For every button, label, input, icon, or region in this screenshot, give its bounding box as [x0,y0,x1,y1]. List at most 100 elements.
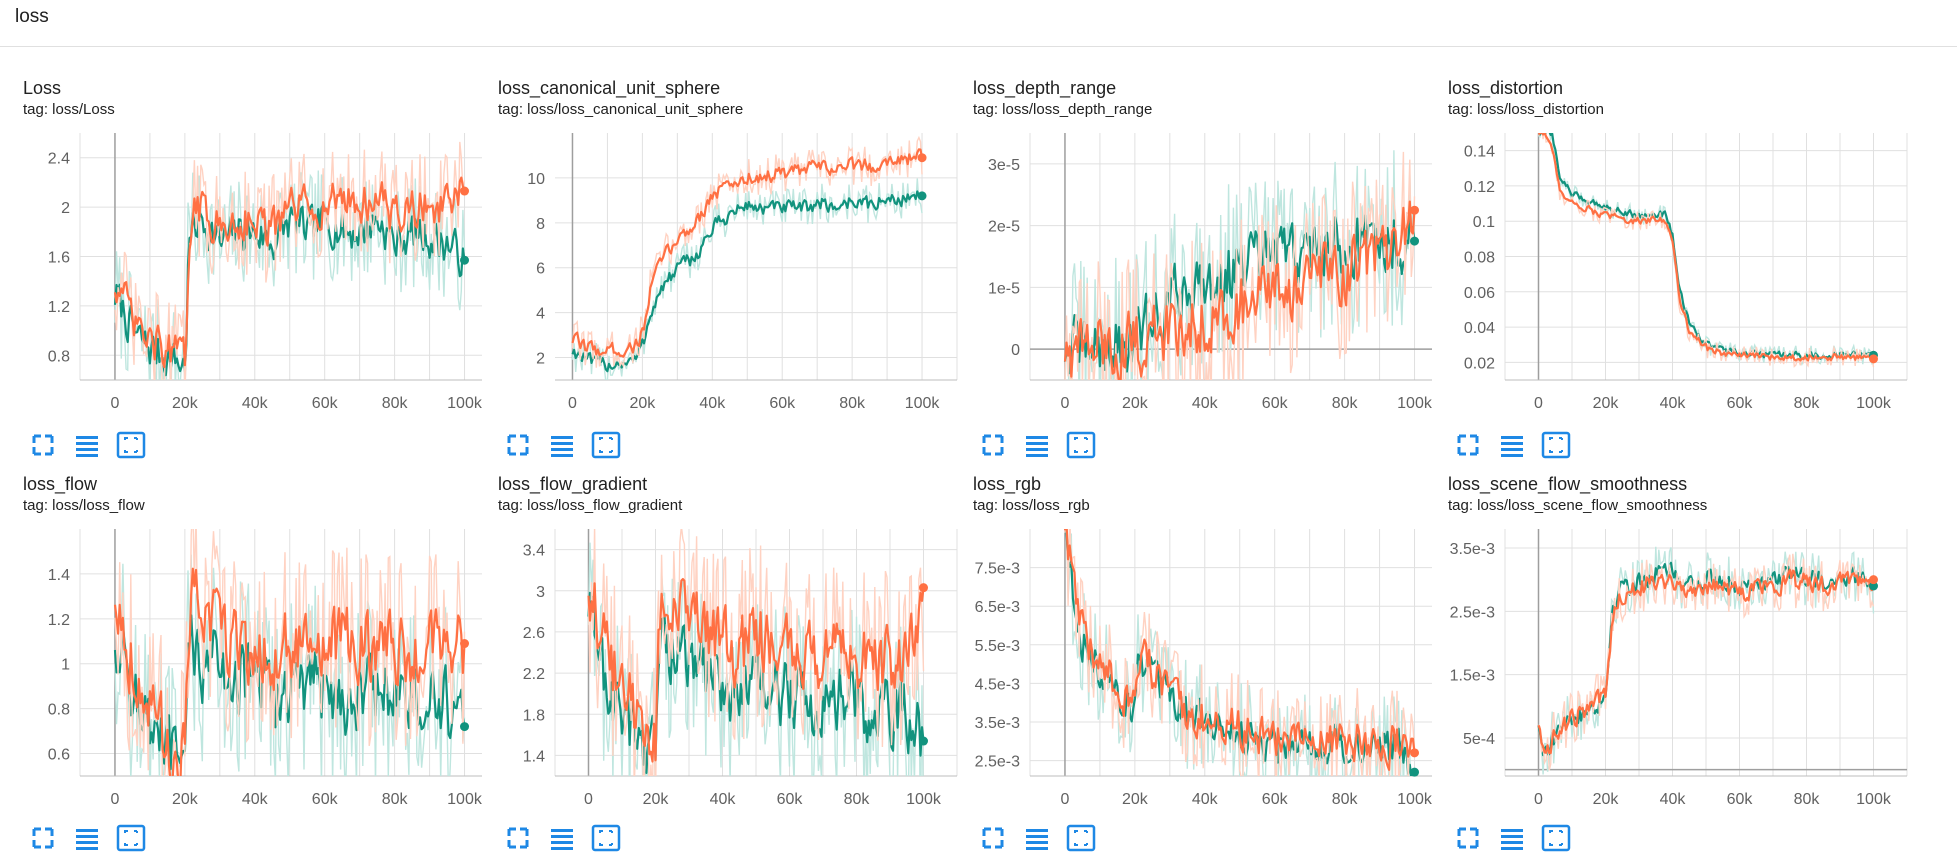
x-tick-label: 80k [1794,791,1821,808]
lines-button[interactable] [547,823,577,853]
series-line-orange[interactable] [1538,132,1875,362]
series-end-dot-orange [1869,575,1878,585]
fit-domain-button[interactable] [591,430,621,460]
x-tick-label: 80k [1332,791,1359,808]
fit-domain-button[interactable] [1066,823,1096,853]
series-line-orange[interactable] [571,148,924,358]
y-tick-label: 0 [1011,342,1020,359]
y-tick-label: 3.5e-3 [975,715,1020,732]
series-line-orange[interactable] [587,578,925,763]
fit-screen-button[interactable] [503,823,533,853]
x-tick-label: 100k [1397,791,1433,808]
lines-button[interactable] [1022,430,1052,460]
y-tick-label: 2.4 [48,151,70,168]
grid [1029,529,1432,776]
y-tick-label: 5.5e-3 [975,638,1020,655]
fit-screen-button[interactable] [978,823,1008,853]
y-tick-label: 10 [527,171,545,188]
y-tick-label: 0.6 [48,747,70,764]
fit-domain-icon [116,824,146,852]
x-tick-label: 60k [1262,395,1289,412]
section-title[interactable]: loss [15,6,49,27]
x-tick-label: 0 [111,395,120,412]
chart-title: Loss [23,78,62,98]
series-end-dot-teal [1869,581,1878,591]
lines-button[interactable] [1497,823,1527,853]
fit-domain-button[interactable] [591,823,621,853]
series-line-orange[interactable] [1063,200,1416,383]
lines-button[interactable] [72,823,102,853]
series-group [587,529,925,776]
x-tick-label: 80k [844,791,871,808]
fit-domain-icon [1541,431,1571,459]
chart-tag: tag: loss/loss_depth_range [973,101,1153,118]
series-line-orange[interactable] [113,176,466,369]
fit-domain-button[interactable] [1541,823,1571,853]
chart-plot[interactable]: 0.02 0.04 0.06 0.08 0.1 0.12 0.14 0 20k 40k 60k 80k… [1425,0,1915,420]
chart-plot[interactable]: 5e-4 1.5e-3 2.5e-3 3.5e-3 0 20k 40k 60k 80k 100k [1425,396,1915,816]
fit-screen-button[interactable] [28,823,58,853]
series-line-orange[interactable] [113,567,466,794]
y-tick-label: 2.6 [523,625,545,642]
series-end-dot-teal [917,191,927,201]
series-line-orange[interactable] [1063,523,1416,771]
fit-domain-button[interactable] [1541,430,1571,460]
fit-screen-icon [1457,827,1479,849]
chart-title: loss_depth_range [973,78,1117,98]
y-tick-label: 3e-5 [988,157,1020,174]
y-tick-label: 3.4 [523,543,545,560]
y-tick-label: 1.2 [48,612,70,629]
lines-button[interactable] [1022,823,1052,853]
y-tick-label: 0.06 [1464,285,1495,302]
series-group [1063,523,1416,776]
x-tick-label: 20k [1122,791,1149,808]
chart-plot[interactable]: 2 4 6 8 10 0 20k 40k 60k 80k 100k [475,0,965,420]
series-line-teal[interactable] [113,203,466,377]
series-line-orange[interactable] [1537,568,1875,755]
fit-domain-button[interactable] [116,430,146,460]
x-tick-label: 80k [1794,395,1821,412]
series-group [1537,132,1875,368]
lines-icon [551,436,573,457]
lines-button[interactable] [72,430,102,460]
fit-screen-button[interactable] [1453,823,1483,853]
x-tick-label: 100k [447,791,483,808]
x-tick-label: 40k [710,791,737,808]
chart-plot[interactable]: 2.5e-3 3.5e-3 4.5e-3 5.5e-3 6.5e-3 7.5e-3 0 20k… [950,396,1440,816]
x-tick-label: 100k [906,791,942,808]
fit-screen-button[interactable] [978,430,1008,460]
chart-title: loss_flow [23,474,98,494]
x-tick-label: 0 [111,791,120,808]
series-end-dot-teal [460,255,470,265]
chart-plot[interactable]: 1.4 1.8 2.2 2.6 3 3.4 0 20k 40k 60k 80k 100k [475,396,965,816]
chart-card: loss_distortion tag: loss/loss_distortion… [1425,0,1908,459]
y-tick-label: 0.08 [1464,250,1495,267]
series-line-teal[interactable] [571,190,923,373]
fit-screen-button[interactable] [503,430,533,460]
fit-screen-button[interactable] [28,430,58,460]
y-tick-label: 4 [536,306,545,323]
fit-domain-icon [591,824,621,852]
chart-plot[interactable]: 0 1e-5 2e-5 3e-5 0 20k 40k 60k 80k 100k [950,0,1440,420]
fit-screen-icon [32,827,54,849]
lines-icon [76,829,98,850]
lines-icon [1026,436,1048,457]
series-end-dot-orange [919,583,928,593]
fit-screen-button[interactable] [1453,430,1483,460]
chart-plot[interactable]: 0.6 0.8 1 1.2 1.4 0 20k 40k 60k 80k 100k [0,396,490,816]
x-tick-label: 40k [1192,395,1219,412]
fit-screen-icon [982,434,1004,456]
fit-domain-button[interactable] [1066,430,1096,460]
lines-button[interactable] [547,430,577,460]
series-line-teal[interactable] [587,591,925,774]
chart-plot[interactable]: 0.8 1.2 1.6 2 2.4 0 20k 40k 60k 80k 100k [0,0,490,420]
chart-title: loss_flow_gradient [498,474,648,494]
lines-button[interactable] [1497,430,1527,460]
series-group [571,135,924,380]
y-tick-label: 2 [61,200,70,217]
x-tick-label: 0 [1061,395,1070,412]
y-tick-label: 1.8 [523,707,545,724]
fit-domain-button[interactable] [116,823,146,853]
series-end-dot-orange [1410,748,1420,758]
chart-tag: tag: loss/loss_scene_flow_smoothness [1448,497,1708,514]
